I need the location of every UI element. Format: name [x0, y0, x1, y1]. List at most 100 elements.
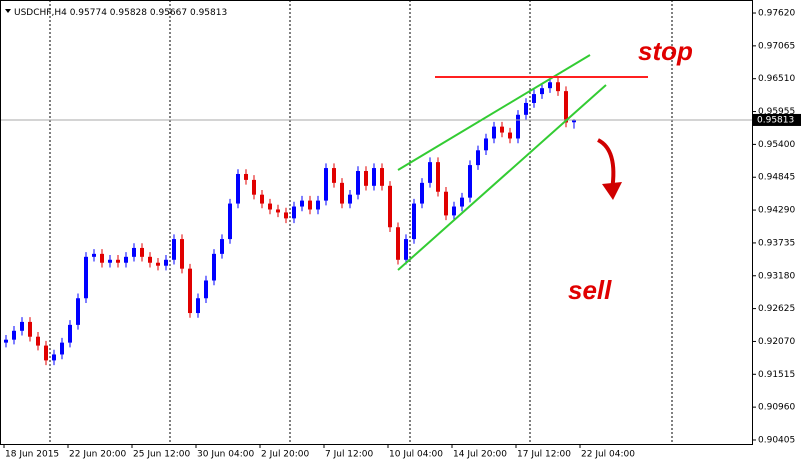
candle-body: [252, 179, 256, 195]
y-tick-label: 0.90960: [758, 403, 795, 413]
candle-body: [492, 126, 496, 139]
candle-body: [4, 339, 8, 343]
menu-triangle: [5, 9, 11, 13]
y-tick-label: 0.97620: [758, 9, 795, 19]
candle-body: [404, 239, 408, 260]
candle-body: [180, 239, 184, 269]
y-tick-label: 0.92625: [758, 304, 795, 314]
candle-body: [500, 126, 504, 133]
candle-body: [316, 200, 320, 210]
low: 0.95667: [150, 8, 187, 18]
candle-body: [68, 324, 72, 343]
candle-body: [148, 256, 152, 263]
y-tick-label: 0.93735: [758, 238, 795, 248]
candle-body: [436, 162, 440, 192]
candle-body: [268, 203, 272, 210]
candle-body: [372, 168, 376, 186]
y-tick-label: 0.96510: [758, 74, 795, 84]
x-tick-label: 25 Jun 12:00: [133, 450, 190, 460]
candle-body: [364, 171, 368, 186]
current-price-label: 0.95813: [757, 115, 794, 125]
candle-body: [412, 203, 416, 240]
candle-body: [396, 227, 400, 260]
candle-body: [140, 247, 144, 257]
candle-body: [556, 82, 560, 92]
y-tick-label: 0.94290: [758, 206, 795, 216]
candle-body: [348, 194, 352, 204]
candle-body: [388, 185, 392, 228]
drawings: [397, 54, 648, 271]
candle-body: [212, 253, 216, 281]
candle-body: [532, 94, 536, 103]
candle-body: [284, 212, 288, 219]
chart-header: USDCHF,H4 0.95774 0.95828 0.95667 0.9581…: [14, 8, 227, 18]
y-tick-label: 0.95955: [758, 107, 795, 117]
plot-border: [0, 0, 753, 445]
candle-body: [156, 262, 160, 266]
candle-body: [84, 256, 88, 299]
candle-body: [508, 132, 512, 139]
stop-label: stop: [638, 36, 693, 66]
candle-body: [564, 91, 568, 123]
x-tick-label: 14 Jul 20:00: [453, 450, 507, 460]
candle-body: [476, 150, 480, 166]
y-tick-label: 0.92070: [758, 337, 795, 347]
symbol: USDCHF,H4: [14, 8, 67, 18]
candle-body: [108, 259, 112, 263]
candle-body: [228, 203, 232, 240]
candle-body: [12, 330, 16, 340]
y-tick-label: 0.93180: [758, 271, 795, 281]
candle-body: [420, 182, 424, 204]
candle-body: [308, 200, 312, 210]
arrow-head: [602, 182, 622, 200]
candle-body: [524, 102, 528, 115]
candle-body: [300, 200, 304, 207]
candle-body: [332, 168, 336, 183]
candle-body: [164, 259, 168, 266]
y-tick-label: 0.94845: [758, 173, 795, 183]
candle-body: [188, 268, 192, 314]
x-tick-label: 7 Jul 12:00: [325, 450, 374, 460]
y-tick-label: 0.97065: [758, 41, 795, 51]
candle-body: [116, 259, 120, 263]
candle-body: [468, 165, 472, 198]
x-tick-label: 17 Jul 12:00: [517, 450, 571, 460]
candle-body: [428, 162, 432, 183]
candle-body: [356, 171, 360, 195]
candle-body: [236, 173, 240, 204]
x-tick-label: 30 Jun 04:00: [197, 450, 254, 460]
sell-label: sell: [568, 275, 612, 305]
upper-trendline: [397, 54, 591, 171]
candle-body: [540, 88, 544, 95]
candle-body: [324, 168, 328, 201]
candle-body: [548, 82, 552, 89]
candle-body: [484, 138, 488, 151]
candle-body: [92, 253, 96, 257]
candle-body: [60, 342, 64, 355]
candle-body: [220, 239, 224, 254]
y-tick-label: 0.91515: [758, 370, 795, 380]
candle-body: [444, 191, 448, 216]
candle-body: [460, 197, 464, 207]
candle-body: [28, 321, 32, 337]
x-tick-label: 22 Jul 04:00: [581, 450, 635, 460]
candle-body: [204, 280, 208, 299]
x-tick-label: 10 Jul 04:00: [389, 450, 443, 460]
candle-body: [100, 253, 104, 263]
y-tick-label: 0.90405: [758, 435, 795, 445]
candle-body: [276, 209, 280, 213]
candle-body: [44, 345, 48, 361]
candle-body: [340, 182, 344, 204]
candle-body: [572, 119, 576, 123]
candle-body: [132, 247, 136, 257]
candles: [0, 77, 752, 366]
candle-body: [172, 239, 176, 260]
candle-body: [196, 298, 200, 314]
y-tick-label: 0.95400: [758, 140, 795, 150]
period-separators: [49, 0, 673, 444]
candle-body: [76, 298, 80, 325]
x-tick-label: 22 Jun 20:00: [69, 450, 126, 460]
candle-body: [260, 194, 264, 204]
